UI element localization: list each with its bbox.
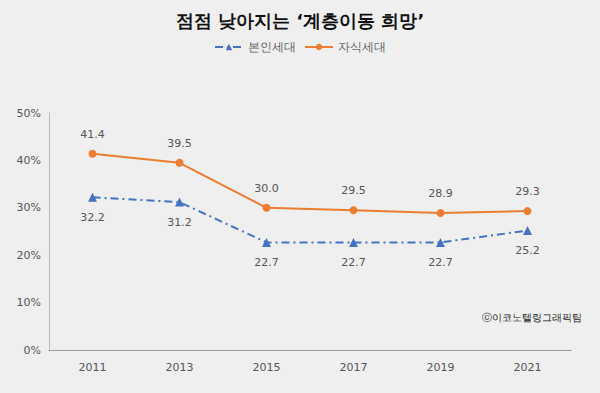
svg-text:2017: 2017 bbox=[340, 361, 368, 374]
svg-text:2013: 2013 bbox=[166, 361, 194, 374]
svg-text:22.7: 22.7 bbox=[341, 256, 366, 269]
svg-text:31.2: 31.2 bbox=[167, 216, 192, 229]
svg-text:40%: 40% bbox=[17, 154, 41, 167]
svg-text:0%: 0% bbox=[24, 344, 41, 357]
svg-text:22.7: 22.7 bbox=[428, 256, 453, 269]
svg-text:29.3: 29.3 bbox=[515, 185, 540, 198]
svg-text:2015: 2015 bbox=[253, 361, 281, 374]
svg-text:25.2: 25.2 bbox=[515, 244, 540, 257]
svg-text:28.9: 28.9 bbox=[428, 187, 453, 200]
svg-text:32.2: 32.2 bbox=[80, 211, 105, 224]
svg-text:자식세대: 자식세대 bbox=[338, 40, 386, 54]
svg-text:10%: 10% bbox=[17, 296, 41, 309]
svg-text:2019: 2019 bbox=[427, 361, 455, 374]
svg-text:41.4: 41.4 bbox=[80, 128, 105, 141]
svg-text:2011: 2011 bbox=[79, 361, 107, 374]
svg-text:점점 낮아지는 ‘계층이동 희망’: 점점 낮아지는 ‘계층이동 희망’ bbox=[176, 10, 424, 31]
svg-text:본인세대: 본인세대 bbox=[248, 40, 296, 54]
svg-text:29.5: 29.5 bbox=[341, 184, 366, 197]
svg-text:39.5: 39.5 bbox=[167, 137, 192, 150]
svg-text:30.0: 30.0 bbox=[254, 182, 279, 195]
svg-text:50%: 50% bbox=[17, 107, 41, 120]
svg-text:30%: 30% bbox=[17, 201, 41, 214]
svg-text:2021: 2021 bbox=[514, 361, 542, 374]
svg-text:20%: 20% bbox=[17, 249, 41, 262]
svg-text:ⓒ이코노텔링그래픽팀: ⓒ이코노텔링그래픽팀 bbox=[482, 312, 582, 323]
svg-text:22.7: 22.7 bbox=[254, 256, 279, 269]
